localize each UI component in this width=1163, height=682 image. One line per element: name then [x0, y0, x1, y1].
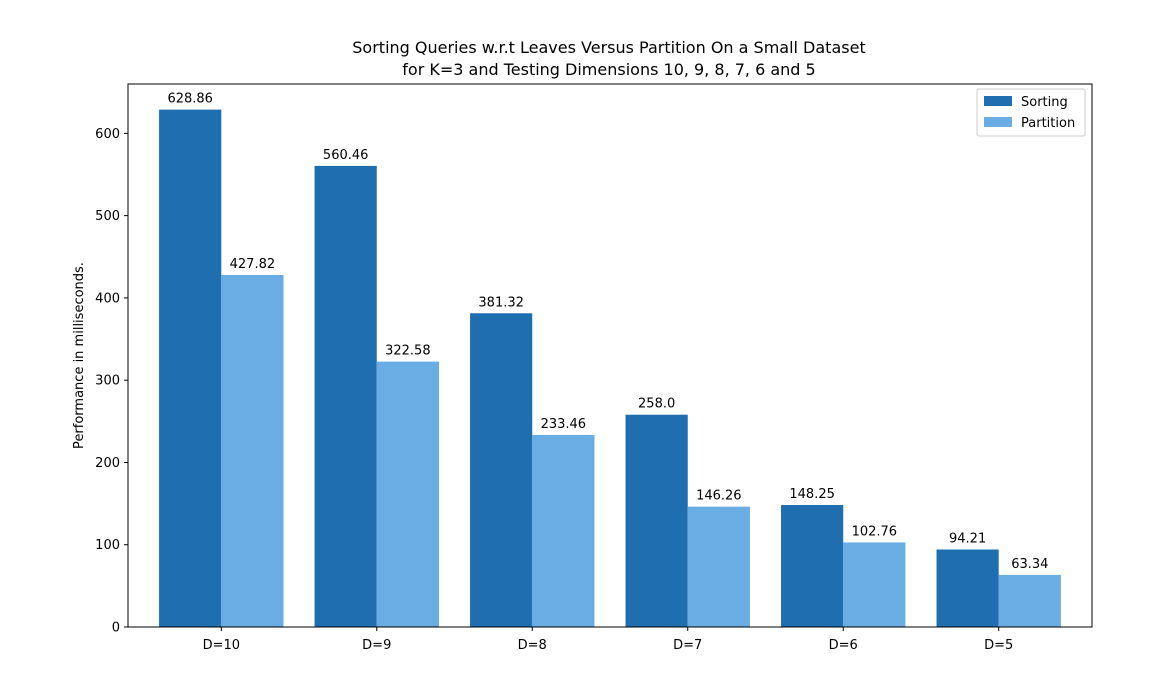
bar-partition-2 [532, 434, 595, 627]
bar-sorting-1 [314, 165, 377, 627]
data-label-partition-4: 102.76 [852, 524, 898, 539]
axis-ticks-layer: D=10 D=9 D=8 D=7 D=6 D=5 0 100 200 300 400 500 600 [95, 127, 1013, 653]
chart-title-line-1: Sorting Queries w.r.t Leaves Versus Part… [352, 38, 865, 57]
x-tick-label-3: D=7 [673, 638, 702, 653]
y-tick-label-1: 100 [95, 538, 120, 553]
legend-swatch-sorting [984, 96, 1012, 106]
bars-layer: 628.86 560.46 381.32 258.0 148.25 94.21 427.82… [159, 92, 1061, 627]
bar-sorting-3 [625, 414, 688, 627]
y-tick-label-5: 500 [95, 209, 120, 224]
plot-frame [127, 83, 1093, 628]
data-label-partition-2: 233.46 [541, 417, 587, 432]
x-tick-label-2: D=8 [518, 638, 547, 653]
y-tick-label-2: 200 [95, 456, 120, 471]
data-label-partition-5: 63.34 [1011, 557, 1048, 572]
y-tick-label-4: 400 [95, 291, 120, 306]
bar-sorting-4 [781, 505, 844, 627]
legend-label-sorting: Sorting [1021, 95, 1068, 110]
legend: Sorting Partition [976, 88, 1086, 137]
bar-sorting-0 [159, 109, 222, 627]
bar-partition-4 [843, 542, 906, 627]
data-label-partition-1: 322.58 [385, 344, 431, 359]
data-label-sorting-5: 94.21 [949, 531, 986, 546]
x-tick-label-4: D=6 [829, 638, 858, 653]
y-axis-label: Performance in milliseconds. [72, 262, 87, 449]
bar-sorting-2 [470, 313, 533, 627]
data-label-sorting-4: 148.25 [789, 487, 835, 502]
data-label-sorting-2: 381.32 [478, 295, 524, 310]
bar-sorting-5 [936, 549, 999, 627]
data-label-sorting-0: 628.86 [167, 92, 213, 107]
data-label-sorting-3: 258.0 [638, 397, 675, 412]
legend-swatch-partition [984, 117, 1012, 127]
y-tick-label-0: 0 [112, 621, 120, 636]
chart-title-line-2: for K=3 and Testing Dimensions 10, 9, 8,… [402, 60, 815, 79]
x-tick-label-5: D=5 [984, 638, 1013, 653]
data-label-partition-3: 146.26 [696, 489, 742, 504]
bar-partition-1 [376, 361, 439, 627]
y-tick-label-6: 600 [95, 127, 120, 142]
data-label-sorting-1: 560.46 [323, 148, 369, 163]
bar-partition-5 [998, 574, 1061, 627]
data-label-partition-0: 427.82 [230, 257, 276, 272]
x-tick-label-0: D=10 [203, 638, 240, 653]
x-tick-label-1: D=9 [362, 638, 391, 653]
bar-partition-0 [221, 275, 284, 627]
legend-label-partition: Partition [1021, 116, 1075, 131]
y-tick-label-3: 300 [95, 374, 120, 389]
bar-partition-3 [687, 506, 750, 627]
